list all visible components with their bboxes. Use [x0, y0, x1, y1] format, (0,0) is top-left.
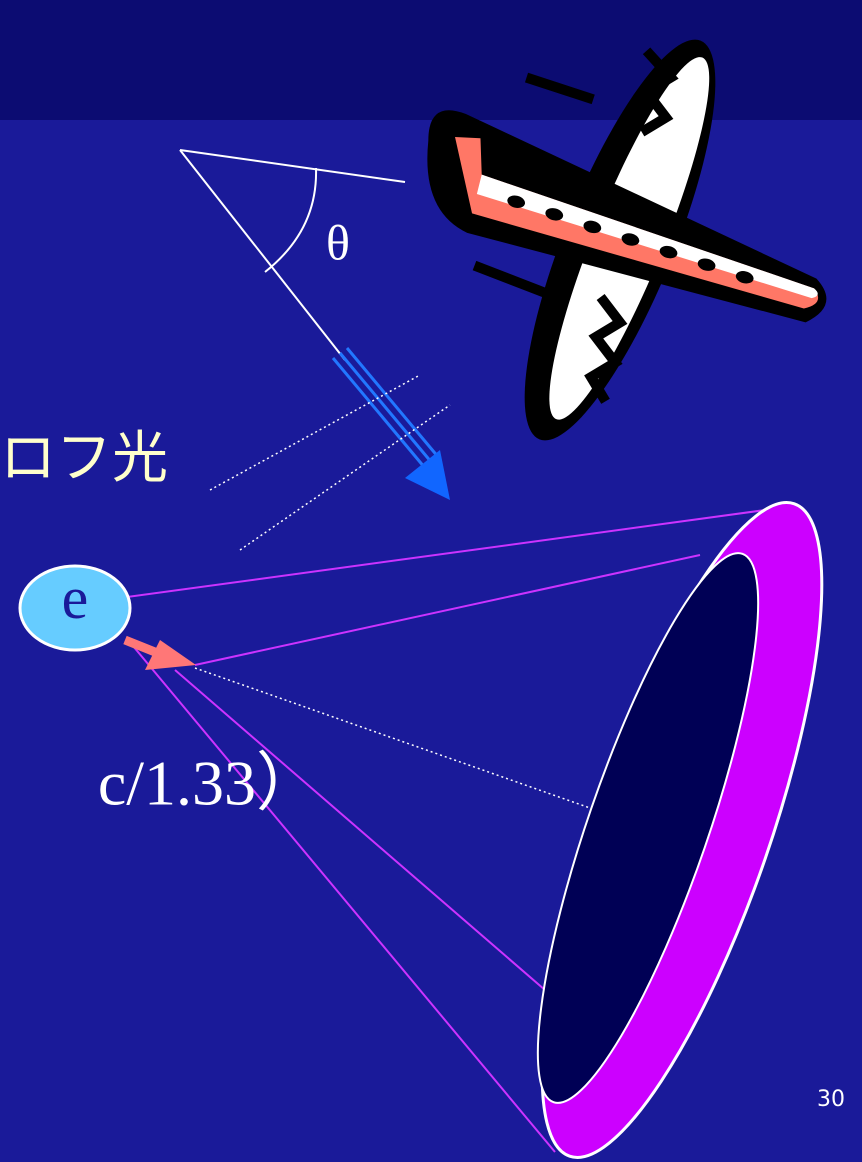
heading-fragment: ロフ光 — [0, 426, 168, 491]
title-band — [0, 0, 862, 120]
cone-lines — [119, 507, 781, 1153]
page-number: 30 — [817, 1087, 845, 1112]
airplane — [427, 39, 827, 441]
angle-arc — [264, 167, 318, 273]
reference-line — [179, 149, 406, 183]
electron — [18, 564, 132, 652]
angle-label: θ — [326, 214, 350, 270]
light-arrow — [331, 347, 450, 500]
electron-label: e — [62, 565, 89, 631]
direction-line — [179, 149, 346, 361]
formula-fragment: c/1.33） — [98, 748, 320, 819]
electron-arrow — [123, 635, 196, 670]
cherenkov-ring — [536, 501, 824, 1159]
